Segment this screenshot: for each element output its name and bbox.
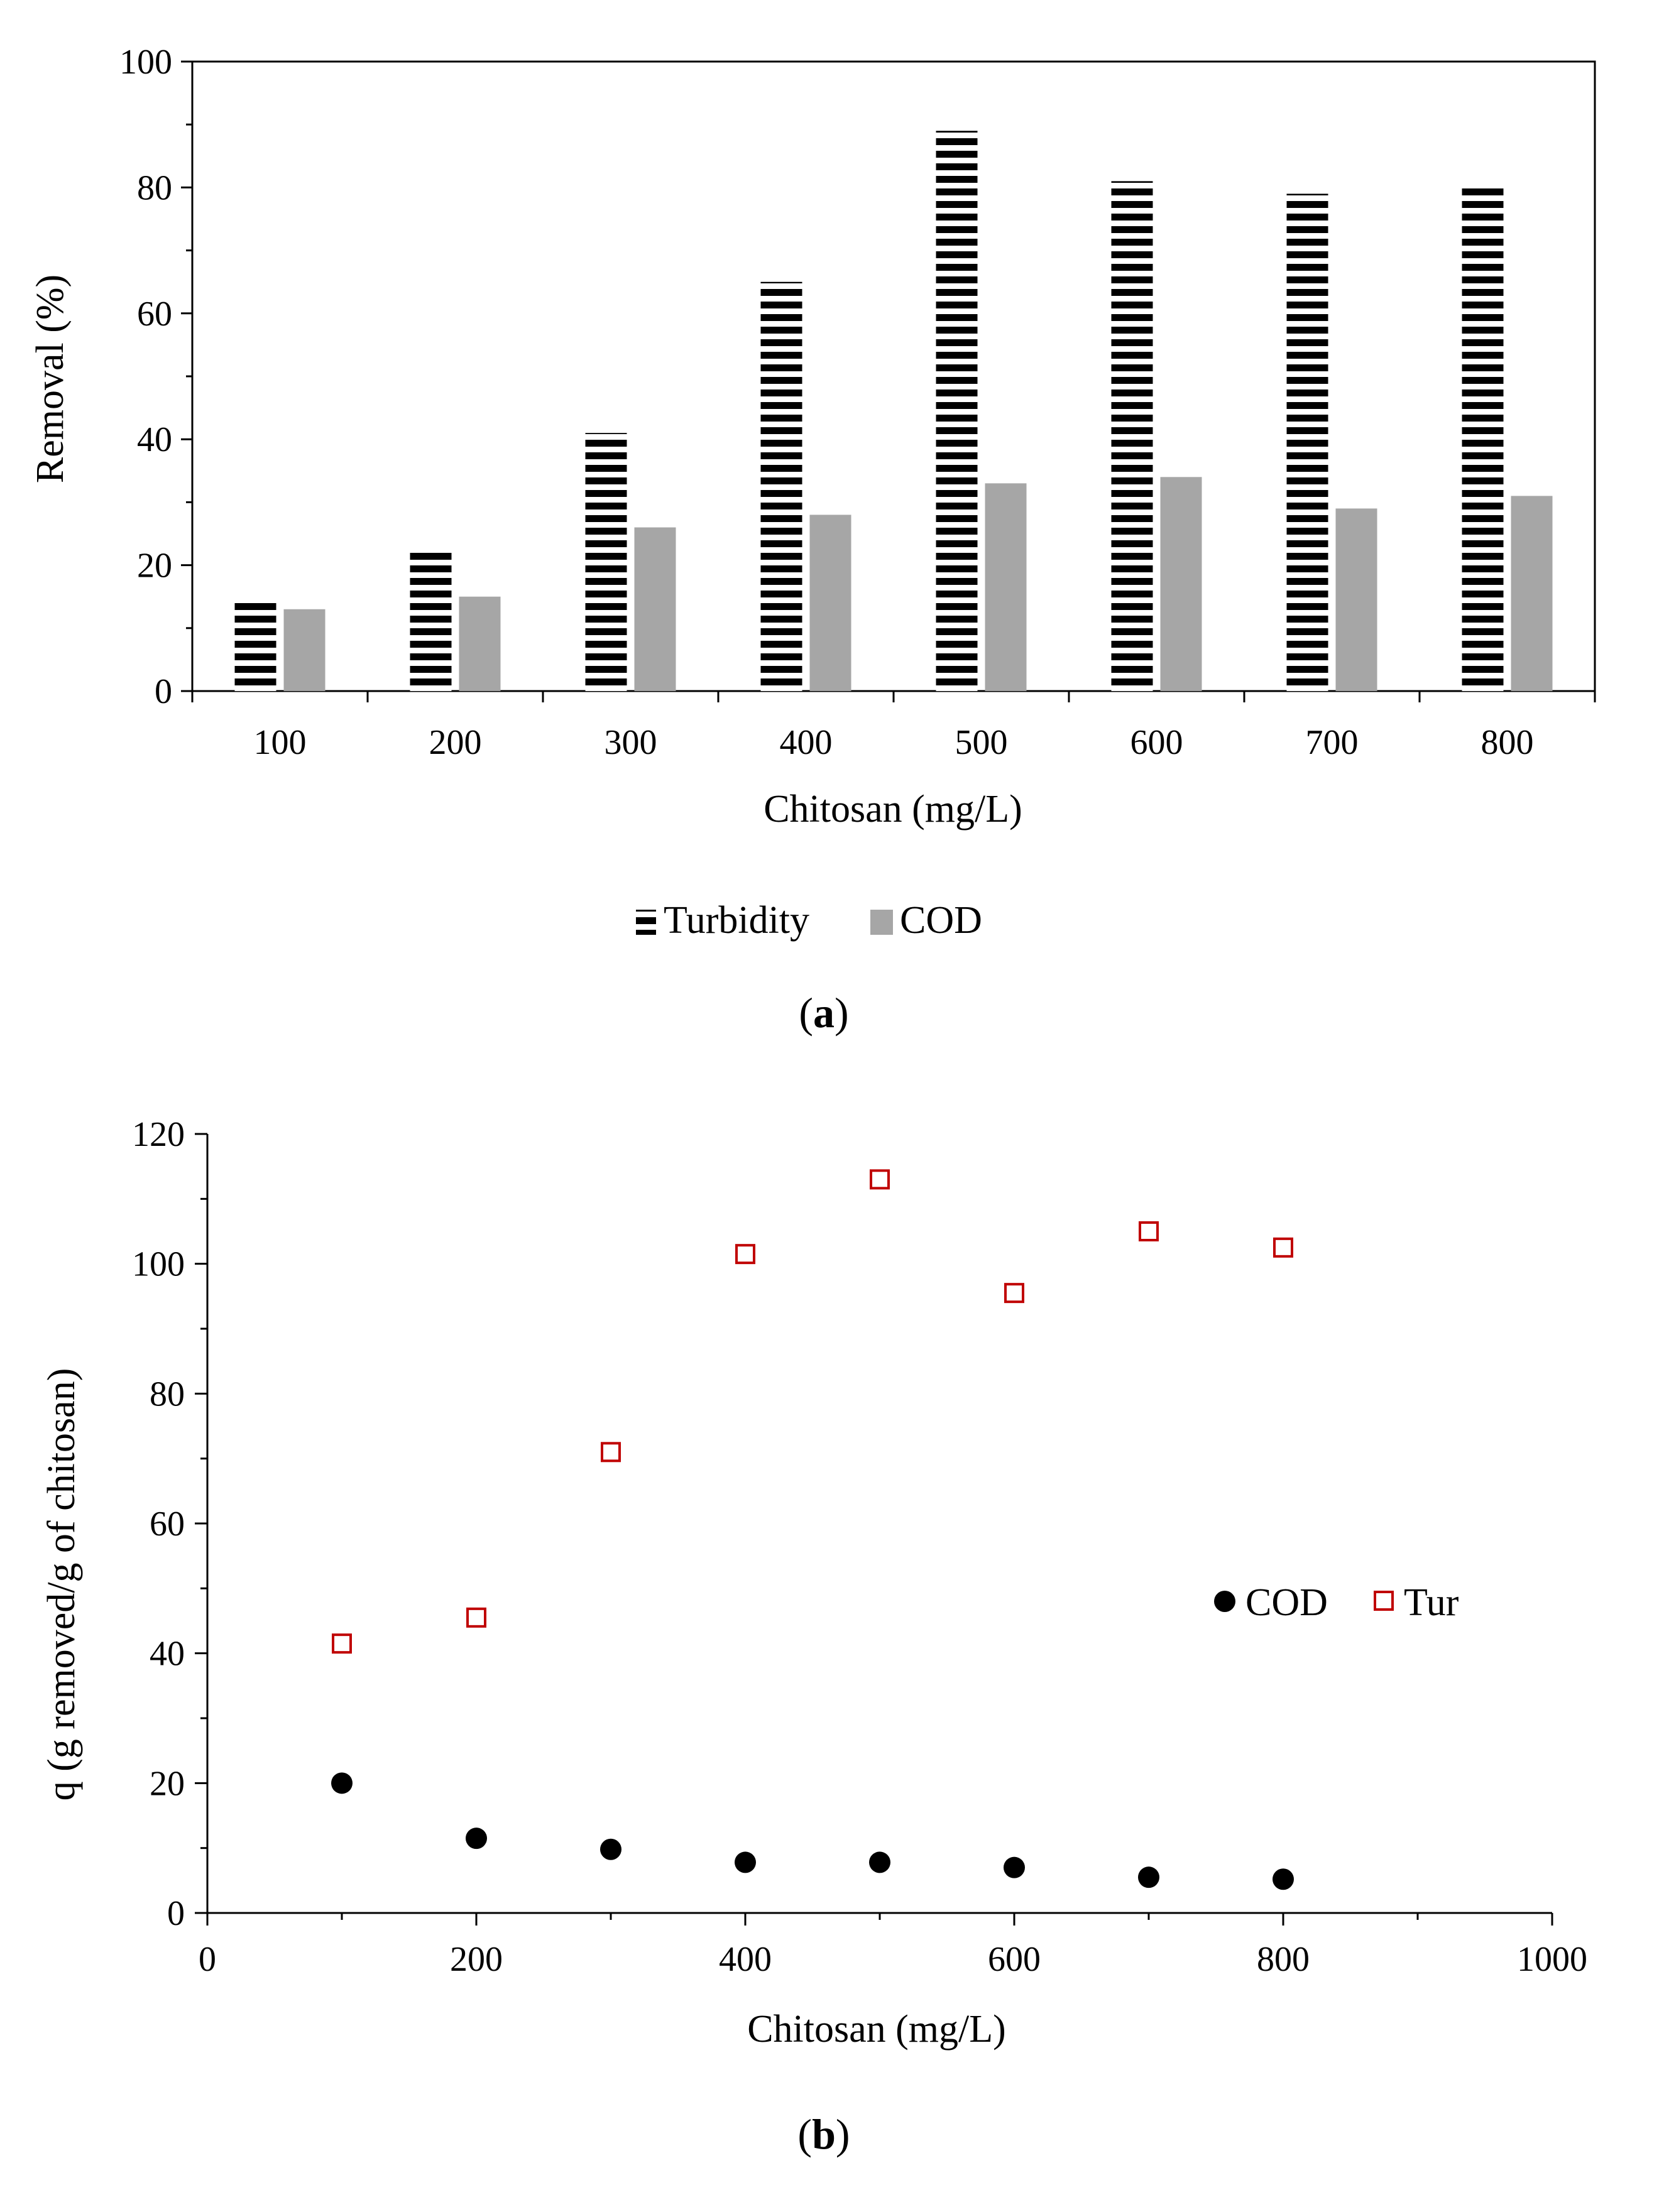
point-cod bbox=[600, 1838, 621, 1860]
x-tick-label: 100 bbox=[254, 723, 307, 762]
x-tick-label: 200 bbox=[429, 723, 482, 762]
y-tick-label: 120 bbox=[132, 1115, 185, 1154]
point-tur bbox=[601, 1442, 621, 1463]
bar-cod bbox=[283, 609, 326, 691]
point-cod bbox=[331, 1772, 353, 1794]
bar-cod bbox=[459, 596, 501, 691]
y-tick-label: 100 bbox=[119, 43, 172, 82]
legend-marker-tur bbox=[1374, 1591, 1394, 1611]
point-cod bbox=[869, 1851, 890, 1873]
legend: Turbidity COD bbox=[636, 899, 982, 942]
y-tick-label: 0 bbox=[167, 1894, 185, 1933]
bar-turbidity bbox=[585, 433, 627, 691]
point-tur bbox=[1139, 1221, 1159, 1241]
bar-cod bbox=[985, 483, 1027, 691]
bar-turbidity bbox=[936, 131, 978, 692]
point-cod bbox=[735, 1851, 756, 1873]
x-tick-label: 400 bbox=[780, 723, 833, 762]
x-tick-label: 300 bbox=[605, 723, 657, 762]
legend-label-cod: COD bbox=[1245, 1581, 1328, 1624]
point-tur bbox=[466, 1607, 486, 1628]
point-cod bbox=[1138, 1866, 1159, 1888]
x-tick-label: 700 bbox=[1306, 723, 1359, 762]
y-axis-label: Removal (%) bbox=[29, 275, 72, 483]
point-tur bbox=[1004, 1283, 1024, 1304]
x-tick-label: 400 bbox=[719, 1940, 772, 1979]
y-tick-label: 0 bbox=[155, 672, 172, 711]
legend: COD Tur bbox=[1214, 1581, 1459, 1624]
bar-cod bbox=[634, 527, 676, 691]
panel-letter-a: a bbox=[813, 989, 835, 1037]
scatter-chart-panel-b: 0 20 40 60 80 100 120 0 200 400 600 800 1000 Chitosa… bbox=[40, 1115, 1587, 2158]
y-tick-label: 80 bbox=[150, 1375, 185, 1414]
y-tick-label: 80 bbox=[137, 168, 172, 207]
x-axis-label: Chitosan (mg/L) bbox=[764, 788, 1022, 831]
bar-cod bbox=[1335, 508, 1377, 691]
legend-label-turbidity: Turbidity bbox=[664, 899, 809, 942]
bar-turbidity bbox=[1286, 193, 1328, 691]
bar-turbidity bbox=[1462, 187, 1504, 691]
y-tick-label: 20 bbox=[137, 547, 172, 586]
point-tur bbox=[1273, 1237, 1293, 1258]
bar-cod bbox=[809, 515, 851, 691]
panel-label-b: (b) bbox=[797, 2110, 850, 2158]
x-axis-label: Chitosan (mg/L) bbox=[747, 2008, 1006, 2051]
y-tick-label: 40 bbox=[137, 420, 172, 459]
bar-cod bbox=[1160, 477, 1202, 691]
point-tur bbox=[735, 1244, 755, 1265]
y-tick-label: 60 bbox=[137, 295, 172, 334]
legend-swatch-cod bbox=[870, 910, 893, 935]
bar-turbidity bbox=[1111, 181, 1153, 691]
plot-frame bbox=[191, 60, 1596, 692]
x-tick-label: 600 bbox=[1130, 723, 1183, 762]
x-tick-label: 0 bbox=[199, 1940, 216, 1979]
point-cod bbox=[466, 1828, 487, 1850]
x-tick-label: 600 bbox=[988, 1940, 1041, 1979]
legend-swatch-turbidity bbox=[636, 910, 656, 935]
x-tick-label: 200 bbox=[450, 1940, 503, 1979]
bar-chart-panel-a: 0 20 40 60 80 100 100 200 300 400 500 600 700 800 Chi… bbox=[29, 43, 1596, 1037]
panel-label-a: (a) bbox=[799, 989, 848, 1037]
y-tick-label: 20 bbox=[150, 1764, 185, 1803]
y-tick-label: 40 bbox=[150, 1635, 185, 1674]
x-tick-label: 800 bbox=[1481, 723, 1534, 762]
point-cod bbox=[1004, 1856, 1025, 1878]
panel-letter-b: b bbox=[812, 2110, 836, 2158]
y-tick-label: 100 bbox=[132, 1245, 185, 1284]
y-axis-label: q (g removed/g of chitosan) bbox=[40, 1368, 83, 1801]
legend-label-cod: COD bbox=[900, 899, 982, 942]
bar-turbidity bbox=[410, 552, 452, 691]
point-tur bbox=[332, 1633, 352, 1654]
bar-turbidity bbox=[760, 281, 802, 691]
x-tick-label: 800 bbox=[1257, 1940, 1310, 1979]
bar-turbidity bbox=[234, 602, 276, 691]
x-tick-label: 500 bbox=[955, 723, 1008, 762]
x-tick-label: 1000 bbox=[1517, 1940, 1587, 1979]
legend-label-tur: Tur bbox=[1404, 1581, 1459, 1624]
bar-cod bbox=[1511, 496, 1553, 691]
legend-marker-cod bbox=[1214, 1591, 1235, 1612]
point-cod bbox=[1273, 1868, 1294, 1890]
y-tick-label: 60 bbox=[150, 1505, 185, 1544]
point-tur bbox=[870, 1169, 890, 1190]
